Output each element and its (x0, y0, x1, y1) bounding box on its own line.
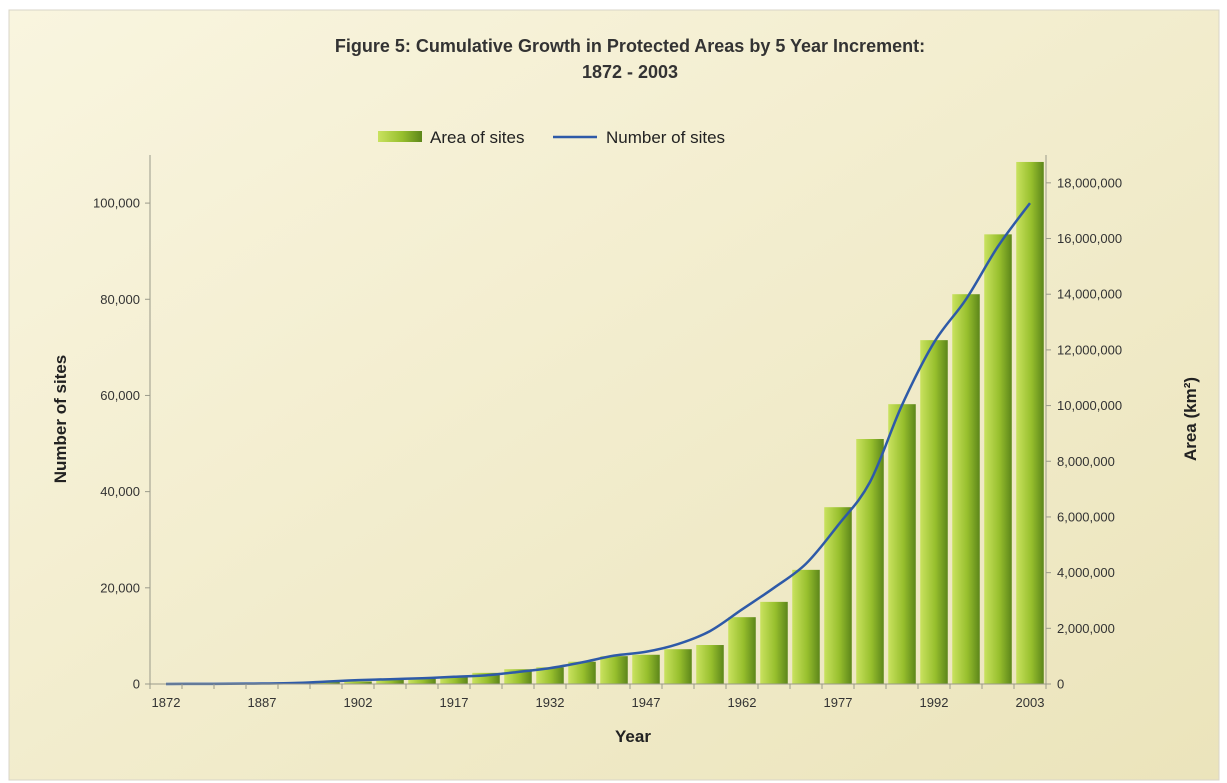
legend-label-number: Number of sites (606, 128, 725, 147)
x-tick-label: 1917 (440, 695, 469, 710)
right-tick-label: 0 (1057, 677, 1064, 692)
bar-area-1987 (888, 404, 916, 684)
left-tick-label: 20,000 (100, 580, 140, 595)
bar-area-1977 (824, 507, 852, 684)
bar-area-1992 (920, 340, 948, 684)
right-tick-label: 14,000,000 (1057, 287, 1122, 302)
left-axis-ticks: 0 20,000 40,000 60,000 80,000 100,000 (93, 196, 150, 692)
bar-area-1942 (600, 656, 628, 684)
right-tick-label: 6,000,000 (1057, 509, 1115, 524)
bar-area-1947 (632, 654, 660, 684)
left-tick-label: 40,000 (100, 484, 140, 499)
x-tick-label: 2003 (1016, 695, 1045, 710)
x-axis-ticks: 1872 1887 1902 1917 1932 1947 1962 1977 1992 2003 (149, 684, 1047, 710)
x-tick-label: 1947 (632, 695, 661, 710)
right-axis-ticks: 0 2,000,000 4,000,000 6,000,000 8,000,000 10,… (1046, 175, 1122, 692)
bar-area-1922 (472, 672, 500, 684)
bar-area-1912 (408, 678, 436, 684)
bar-area-1917 (440, 677, 468, 684)
line-number-of-sites (165, 202, 1032, 686)
bar-area-1932 (536, 667, 564, 684)
right-tick-label: 8,000,000 (1057, 454, 1115, 469)
chart-title-line1: Figure 5: Cumulative Growth in Protected… (335, 36, 925, 56)
left-tick-label: 0 (133, 677, 140, 692)
legend: Area of sites Number of sites (378, 128, 725, 147)
right-tick-label: 18,000,000 (1057, 175, 1122, 190)
y-axis-left-title: Number of sites (51, 355, 70, 483)
bar-area-1967 (760, 601, 788, 684)
legend-swatch-area (378, 131, 422, 142)
left-tick-label: 80,000 (100, 292, 140, 307)
y-axis-right-title: Area (km²) (1181, 377, 1200, 461)
bar-area-1972 (792, 569, 820, 684)
right-tick-label: 16,000,000 (1057, 231, 1122, 246)
bar-area-1962 (728, 617, 756, 684)
bar-area-1997 (952, 294, 980, 684)
bar-area-1902 (344, 681, 372, 684)
x-tick-label: 1902 (344, 695, 373, 710)
bar-area-1957 (696, 645, 724, 684)
bar-area-2003 (1016, 161, 1044, 684)
x-tick-label: 1992 (920, 695, 949, 710)
left-tick-label: 100,000 (93, 196, 140, 211)
right-tick-label: 10,000,000 (1057, 398, 1122, 413)
x-tick-label: 1977 (824, 695, 853, 710)
left-tick-label: 60,000 (100, 388, 140, 403)
bar-area-1907 (376, 679, 404, 684)
bar-area-1897 (312, 681, 340, 684)
x-tick-label: 1887 (248, 695, 277, 710)
chart-title-line2: 1872 - 2003 (582, 62, 678, 82)
x-axis-title: Year (615, 727, 651, 746)
plot-area (152, 161, 1044, 686)
bar-area-2002 (984, 234, 1012, 684)
x-tick-label: 1932 (536, 695, 565, 710)
bar-area-1937 (568, 661, 596, 684)
x-tick-label: 1872 (152, 695, 181, 710)
legend-label-area: Area of sites (430, 128, 525, 147)
right-tick-label: 12,000,000 (1057, 342, 1122, 357)
right-tick-label: 4,000,000 (1057, 565, 1115, 580)
x-tick-label: 1962 (728, 695, 757, 710)
bar-area-1982 (856, 438, 884, 684)
bar-area-1952 (664, 649, 692, 684)
right-tick-label: 2,000,000 (1057, 621, 1115, 636)
